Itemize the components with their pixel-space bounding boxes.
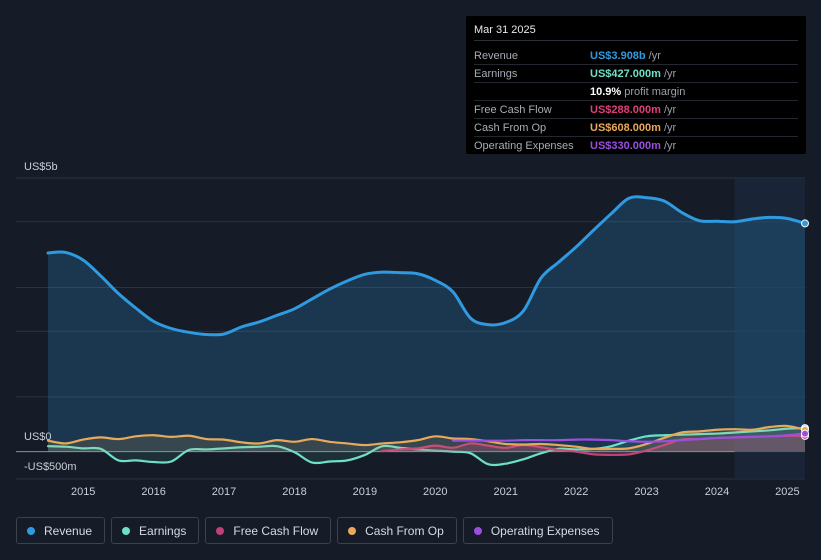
series-area-revenue [48, 196, 805, 452]
chart-series [46, 195, 807, 467]
series-end-dot-revenue [801, 219, 809, 228]
tooltip-unit: /yr [663, 67, 677, 80]
tooltip-unit: /yr [663, 103, 677, 116]
x-tick-label: 2025 [775, 486, 799, 498]
tooltip-label: Operating Expenses [474, 139, 574, 152]
x-axis-ticks: 2015 2016 2017 2018 2019 2020 2021 2022 2023 2024… [71, 486, 800, 498]
x-tick-label: 2017 [212, 486, 236, 498]
tooltip-row-profit-margin: 10.9% profit margin [474, 83, 798, 101]
series-area-earnings [48, 428, 805, 466]
legend: Revenue Earnings Free Cash Flow Cash Fro… [16, 517, 613, 544]
series-line-revenue [46, 195, 807, 337]
legend-label: Operating Expenses [490, 523, 600, 538]
tooltip-row-revenue: Revenue US$3.908b /yr [474, 47, 798, 65]
series-end-dot-operating-expenses [801, 429, 809, 438]
series-line-cash-from-op [46, 424, 807, 451]
tooltip-value: US$608.000m [590, 121, 661, 134]
tooltip-row-earnings: Earnings US$427.000m /yr [474, 65, 798, 83]
tooltip-date: Mar 31 2025 [474, 24, 798, 41]
legend-dot-icon [122, 526, 131, 535]
x-tick-label: 2015 [71, 486, 95, 498]
x-tick-label: 2024 [705, 486, 729, 498]
x-tick-label: 2020 [423, 486, 447, 498]
tooltip-row-operating-expenses: Operating Expenses US$330.000m /yr [474, 137, 798, 154]
x-tick-label: 2018 [282, 486, 306, 498]
legend-item-cash-from-op[interactable]: Cash From Op [337, 517, 457, 544]
x-tick-label: 2021 [493, 486, 517, 498]
tooltip-label: Revenue [474, 49, 519, 62]
tooltip-unit: /yr [663, 121, 677, 134]
legend-dot-icon [348, 526, 357, 535]
series-line-operating-expenses [451, 432, 807, 443]
legend-label: Revenue [44, 523, 93, 538]
legend-item-earnings[interactable]: Earnings [111, 517, 200, 544]
tooltip-value: US$3.908b [590, 49, 646, 62]
y-axis-label-zero: US$0 [24, 431, 52, 443]
x-tick-label: 2019 [353, 486, 377, 498]
tooltip-label: Earnings [474, 67, 518, 80]
legend-dot-icon [27, 526, 35, 535]
legend-label: Free Cash Flow [233, 523, 319, 538]
legend-label: Earnings [139, 523, 187, 538]
legend-label: Cash From Op [365, 523, 444, 538]
series-line-earnings [46, 427, 807, 467]
tooltip-row-cash-from-op: Cash From Op US$608.000m /yr [474, 119, 798, 137]
y-axis-label-top: US$5b [24, 161, 58, 173]
x-tick-label: 2016 [141, 486, 165, 498]
legend-dot-icon [216, 526, 225, 535]
tooltip-row-free-cash-flow: Free Cash Flow US$288.000m /yr [474, 101, 798, 119]
series-area-free-cash-flow [382, 435, 805, 455]
tooltip-value: 10.9% [590, 85, 622, 98]
legend-item-operating-expenses[interactable]: Operating Expenses [462, 517, 613, 544]
tooltip-unit: /yr [663, 139, 677, 152]
tooltip-label: Free Cash Flow [474, 103, 552, 116]
chart-grid [16, 177, 805, 480]
x-tick-label: 2023 [634, 486, 658, 498]
tooltip-value: US$427.000m [590, 67, 661, 80]
tooltip-unit: profit margin [624, 85, 686, 98]
legend-item-revenue[interactable]: Revenue [16, 517, 106, 544]
series-end-dots [801, 219, 809, 440]
tooltip-value: US$330.000m [590, 139, 661, 152]
tooltip-panel: Mar 31 2025 Revenue US$3.908b /yr Earnin… [466, 16, 806, 154]
tooltip-unit: /yr [648, 49, 661, 62]
tooltip-value: US$288.000m [590, 103, 661, 116]
legend-dot-icon [473, 526, 482, 535]
tooltip-label: Cash From Op [474, 121, 547, 134]
y-axis-label-bottom: -US$500m [24, 461, 77, 473]
x-tick-label: 2022 [564, 486, 588, 498]
legend-item-free-cash-flow[interactable]: Free Cash Flow [205, 517, 332, 544]
